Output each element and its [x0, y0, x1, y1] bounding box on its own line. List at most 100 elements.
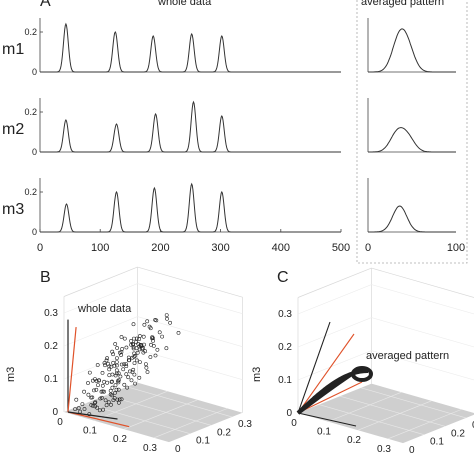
- scatter-point: [104, 403, 109, 408]
- y-tick-label: 0: [32, 67, 37, 77]
- floor-grid: [105, 394, 212, 426]
- panel-b-3d-scatter: 0 0.1 0.2 0.3 0 0.1 0.2 0.3 0 0.1 0.2 0.3: [44, 266, 252, 455]
- scatter-point: [118, 374, 123, 379]
- c-z-tick: 0.2: [278, 342, 292, 353]
- scatter-point: [135, 358, 139, 363]
- scatter-point: [154, 318, 159, 323]
- x-tick-label: 300: [211, 242, 229, 254]
- scatter-point: [145, 319, 150, 324]
- scatter-point: [176, 330, 181, 335]
- scatter-point: [137, 334, 142, 338]
- panel-c-annotation: averaged pattern: [366, 350, 449, 362]
- scatter-point: [95, 405, 100, 410]
- scatter-point: [165, 316, 169, 321]
- whole-trace-m3: [40, 182, 341, 233]
- scatter-point: [168, 320, 173, 325]
- scatter-point: [130, 355, 135, 360]
- scatter-point: [106, 361, 111, 366]
- series-label-m1: m1: [2, 41, 24, 58]
- scatter-point: [141, 350, 146, 355]
- box-edge: [297, 267, 372, 298]
- scatter-point: [153, 353, 158, 358]
- panel-a-label: A: [40, 0, 51, 10]
- scatter-point: [87, 370, 92, 375]
- c-x-tick: 0: [291, 418, 297, 429]
- box-edge: [63, 266, 138, 297]
- b-z-tick: 0: [52, 407, 58, 418]
- panel-c-z-axis-label: m3: [251, 367, 263, 382]
- y-tick-label: 0.2: [24, 187, 37, 197]
- scatter-point: [131, 336, 136, 341]
- b-x-tick: 0.3: [143, 443, 157, 454]
- scatter-point: [144, 365, 149, 370]
- scatter-point: [119, 335, 124, 339]
- floor-grid: [126, 386, 233, 418]
- scatter-point: [129, 339, 133, 343]
- scatter-point: [150, 335, 155, 340]
- scatter-point: [137, 375, 142, 380]
- scatter-point: [116, 371, 121, 376]
- scatter-point: [131, 322, 136, 327]
- avg-trace-m1: [368, 28, 456, 73]
- scatter-point: [90, 403, 95, 408]
- box-edge: [137, 266, 243, 298]
- scatter-point: [142, 322, 147, 327]
- scatter-point: [73, 407, 78, 412]
- c-x-tick: 0.1: [317, 427, 331, 438]
- scatter-point: [86, 381, 90, 385]
- scatter-point: [132, 351, 137, 356]
- scatter-point: [113, 373, 118, 378]
- b-z-tick: 0.1: [44, 374, 58, 385]
- scatter-point: [113, 342, 118, 346]
- scatter-point: [160, 334, 165, 339]
- scatter-point: [111, 360, 116, 365]
- scatter-point: [107, 373, 112, 378]
- scatter-point: [124, 364, 129, 369]
- scatter-point: [114, 371, 119, 376]
- scatter-point: [92, 388, 96, 393]
- series-label-m2: m2: [2, 121, 24, 138]
- scatter-point: [104, 358, 109, 363]
- scatter-point: [142, 342, 146, 347]
- scatter-point: [89, 395, 94, 400]
- scatter-point: [136, 341, 141, 346]
- scatter-point: [103, 398, 108, 403]
- scatter-point: [96, 383, 100, 388]
- scatter-point: [107, 367, 112, 372]
- scatter-point: [121, 367, 126, 372]
- scatter-point: [134, 340, 139, 344]
- whole-trace-m1: [40, 22, 341, 73]
- floor-grid: [123, 399, 198, 430]
- scatter-point: [141, 334, 146, 339]
- scatter-point: [110, 349, 115, 354]
- scatter-point: [157, 330, 162, 335]
- panel-b-annotation: whole data: [77, 303, 132, 315]
- panel-c-3d-trajectory: 0 0.1 0.2 0.3 0 0.1 0.2 0.3 0 0.1 0.2 0.3: [278, 267, 474, 456]
- scatter-point: [116, 380, 121, 385]
- scatter-point: [109, 380, 114, 384]
- scatter-point: [139, 343, 144, 348]
- scatter-point: [93, 377, 97, 382]
- scatter-point: [135, 350, 140, 355]
- b-z-tick: 0.3: [44, 308, 58, 319]
- scatter-point: [115, 346, 120, 350]
- component-arrow: [67, 411, 118, 420]
- scatter-point: [105, 356, 110, 361]
- scatter-point: [113, 390, 117, 395]
- scatter-point: [115, 356, 119, 361]
- scatter-point: [102, 361, 107, 365]
- scatter-point: [164, 313, 169, 318]
- scatter-point: [108, 392, 113, 397]
- avg-trace-m2: [368, 127, 456, 153]
- scatter-point: [105, 380, 110, 385]
- scatter-point: [110, 385, 115, 390]
- component-arrow: [297, 381, 363, 414]
- scatter-point: [94, 387, 99, 392]
- scatter-point: [126, 375, 131, 380]
- panel-c-label: C: [277, 269, 289, 286]
- panel-b-z-axis-label: m3: [5, 367, 17, 382]
- component-arrow: [297, 333, 355, 414]
- component-arrow: [67, 327, 77, 413]
- scatter-point: [131, 367, 136, 372]
- c-x-tick: 0.3: [377, 444, 391, 455]
